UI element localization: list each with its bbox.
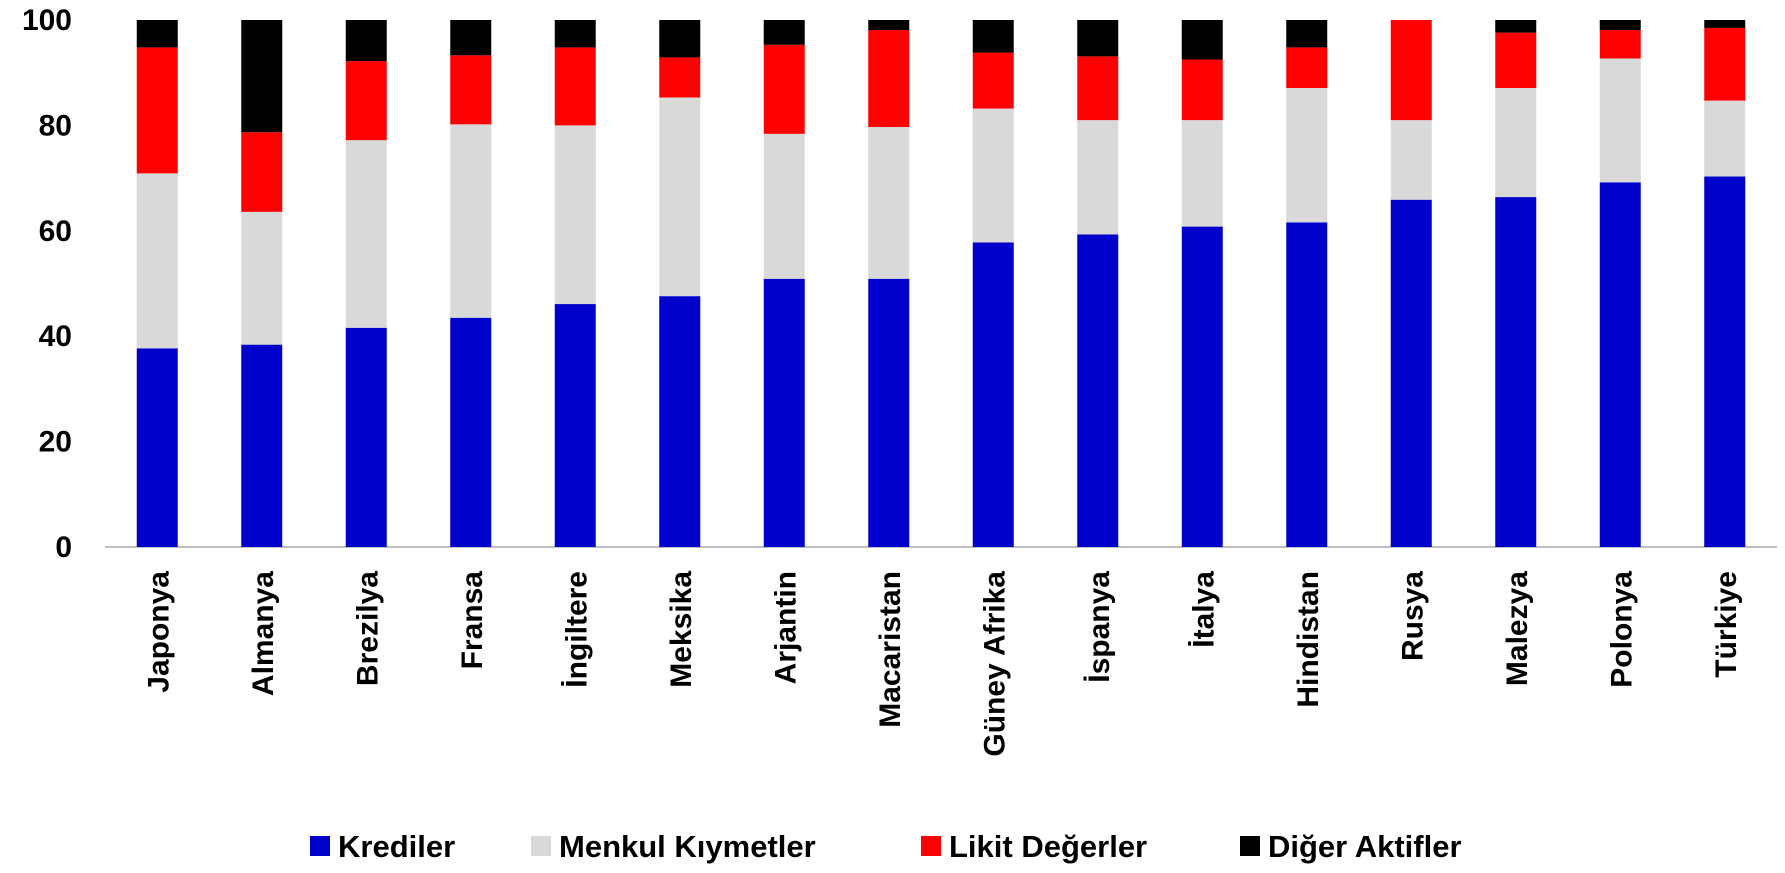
bar-segment xyxy=(972,20,1014,53)
bar-segment xyxy=(763,20,805,45)
bar-segment xyxy=(1495,32,1537,88)
bar-segment xyxy=(450,55,492,125)
bar-segment xyxy=(1077,120,1119,235)
bar-segment xyxy=(1495,20,1537,33)
bar-segment xyxy=(1286,47,1328,88)
x-tick-label: Meksika xyxy=(665,571,698,688)
bar-segment xyxy=(1181,226,1223,548)
bar-segment xyxy=(136,47,178,174)
bar-segment xyxy=(450,20,492,56)
bar-segment xyxy=(136,173,178,349)
bar-segment xyxy=(1077,20,1119,57)
x-tick-label: İngiltere xyxy=(560,571,593,688)
legend-swatch xyxy=(1240,836,1260,856)
bar-segment xyxy=(1181,59,1223,121)
x-tick-label: İspanya xyxy=(1083,571,1116,683)
legend-label: Krediler xyxy=(338,829,455,864)
x-tick-label: İtalya xyxy=(1187,571,1220,648)
y-tick-label: 40 xyxy=(39,320,72,353)
legend-label: Diğer Aktifler xyxy=(1268,829,1462,864)
bar-segment xyxy=(554,304,596,547)
bar-segment xyxy=(868,278,910,547)
bar-segment xyxy=(1390,20,1432,121)
bar-segment xyxy=(1181,120,1223,227)
bar-segment xyxy=(1286,222,1328,548)
bar-segment xyxy=(241,132,283,212)
bar-segment xyxy=(659,97,701,297)
bar-segment xyxy=(763,133,805,279)
bar-segment xyxy=(868,126,910,279)
x-tick-label: Rusya xyxy=(1396,571,1429,661)
bar-segment xyxy=(554,125,596,305)
bar-segment xyxy=(345,327,387,547)
bar-segment xyxy=(450,317,492,547)
y-tick-label: 0 xyxy=(55,531,72,564)
bar-segment xyxy=(345,140,387,328)
x-tick-label: Polonya xyxy=(1605,571,1638,688)
legend-label: Likit Değerler xyxy=(949,829,1147,864)
bar-segment xyxy=(1599,58,1641,183)
x-tick-label: Macaristan xyxy=(874,571,907,728)
bar-segment xyxy=(1704,176,1746,548)
bar-segment xyxy=(136,20,178,48)
bar-segment xyxy=(1077,56,1119,121)
bar-segment xyxy=(659,20,701,58)
bar-segment xyxy=(241,211,283,345)
bar-segment xyxy=(1390,120,1432,200)
bar-segment xyxy=(345,20,387,62)
x-tick-label: Arjantin xyxy=(769,571,802,684)
bar-segment xyxy=(868,20,910,31)
bar-segment xyxy=(241,344,283,547)
bar-segment xyxy=(554,47,596,126)
x-tick-label: Almanya xyxy=(247,571,280,696)
y-tick-label: 20 xyxy=(39,426,72,459)
bar-segment xyxy=(1495,87,1537,198)
bar-segment xyxy=(136,348,178,547)
legend-swatch xyxy=(921,836,941,856)
bar-segment xyxy=(763,278,805,547)
bar-segment xyxy=(1390,199,1432,547)
bar-segment xyxy=(1599,20,1641,31)
bar-segment xyxy=(554,20,596,48)
bar-segment xyxy=(1704,100,1746,177)
bar-segment xyxy=(1181,20,1223,60)
bar-segment xyxy=(1599,182,1641,548)
x-tick-label: Fransa xyxy=(456,571,489,670)
bar-segment xyxy=(972,52,1014,109)
y-tick-label: 80 xyxy=(39,109,72,142)
bar-segment xyxy=(1704,20,1746,28)
y-tick-label: 60 xyxy=(39,215,72,248)
bar-segment xyxy=(659,296,701,547)
bar-segment xyxy=(1599,30,1641,59)
bar-segment xyxy=(659,57,701,98)
x-tick-label: Japonya xyxy=(142,571,175,693)
x-tick-label: Güney Afrika xyxy=(978,571,1011,757)
bar-segment xyxy=(450,124,492,318)
bar-segment xyxy=(1077,234,1119,547)
bar-segment xyxy=(1286,20,1328,48)
legend-swatch xyxy=(310,836,330,856)
x-tick-label: Hindistan xyxy=(1292,571,1325,708)
y-tick-label: 100 xyxy=(22,4,72,37)
legend-label: Menkul Kıymetler xyxy=(559,829,816,864)
bar-segment xyxy=(1286,87,1328,223)
bar-segment xyxy=(1495,197,1537,547)
bar-segment xyxy=(1704,27,1746,101)
legend-swatch xyxy=(531,836,551,856)
bar-segment xyxy=(868,30,910,127)
x-tick-label: Brezilya xyxy=(351,571,384,686)
bar-segment xyxy=(763,44,805,134)
bar-segment xyxy=(241,20,283,133)
x-tick-label: Türkiye xyxy=(1710,571,1743,678)
bar-segment xyxy=(972,242,1014,548)
x-tick-label: Malezya xyxy=(1501,571,1534,686)
bar-segment xyxy=(972,108,1014,243)
bar-segment xyxy=(345,61,387,141)
